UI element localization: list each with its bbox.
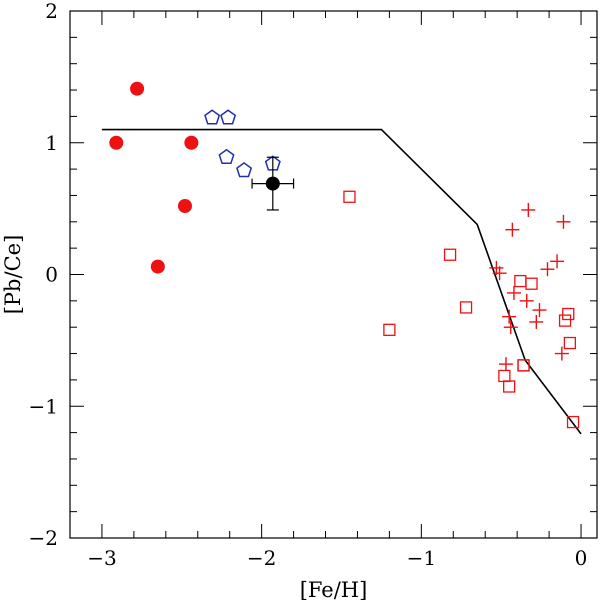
y-tick-label: −1: [29, 394, 58, 418]
red-open-square-point: [443, 248, 457, 261]
black-errorbar-point: [265, 176, 280, 191]
x-tick-label: −2: [247, 546, 276, 570]
blue-pentagon-point: [220, 109, 237, 125]
red-open-square-point: [562, 307, 575, 321]
x-tick-label: 0: [575, 546, 588, 570]
minor-ticks: [69, 11, 597, 538]
red-open-square-point: [525, 277, 538, 290]
blue-pentagon-point: [218, 148, 235, 165]
red-open-square-point: [517, 359, 530, 372]
red-open-square-point: [566, 415, 580, 429]
red-filled-circle-point: [109, 135, 124, 150]
red-open-square-point: [558, 314, 572, 327]
major-ticks: [70, 10, 597, 539]
y-tick-label: 0: [45, 263, 58, 287]
y-tick-labels: −2 −1 0 1 2: [29, 0, 58, 550]
red-filled-circle-point: [177, 198, 192, 213]
red-open-square-point: [503, 380, 516, 393]
red-open-square-point: [514, 274, 527, 288]
red-open-square-point: [459, 301, 473, 314]
y-axis-label: [Pb/Ce]: [1, 235, 25, 315]
model-line-layer: [101, 128, 582, 435]
red-filled-circle-point: [130, 81, 145, 96]
red-open-square-point: [498, 369, 511, 383]
red-open-square-point: [563, 336, 577, 350]
red-filled-circle-point: [184, 135, 199, 150]
red-filled-circle-point: [150, 259, 165, 274]
x-tick-label: −1: [407, 546, 436, 570]
y-tick-label: 1: [45, 131, 58, 155]
model-line: [101, 128, 582, 435]
x-axis-label: [Fe/H]: [300, 578, 368, 602]
y-tick-label: 2: [45, 0, 58, 23]
red-open-square-point: [343, 190, 356, 203]
x-tick-labels: −3 −2 −1 0: [87, 546, 587, 570]
x-tick-label: −3: [87, 546, 116, 570]
red-open-square-point: [383, 323, 396, 336]
plot-frame: [69, 10, 598, 539]
y-tick-label: −2: [29, 526, 58, 550]
marker-layer: [109, 81, 580, 429]
blue-pentagon-point: [204, 109, 221, 125]
blue-pentagon-point: [236, 161, 253, 178]
red-open-square-point: [517, 359, 530, 372]
